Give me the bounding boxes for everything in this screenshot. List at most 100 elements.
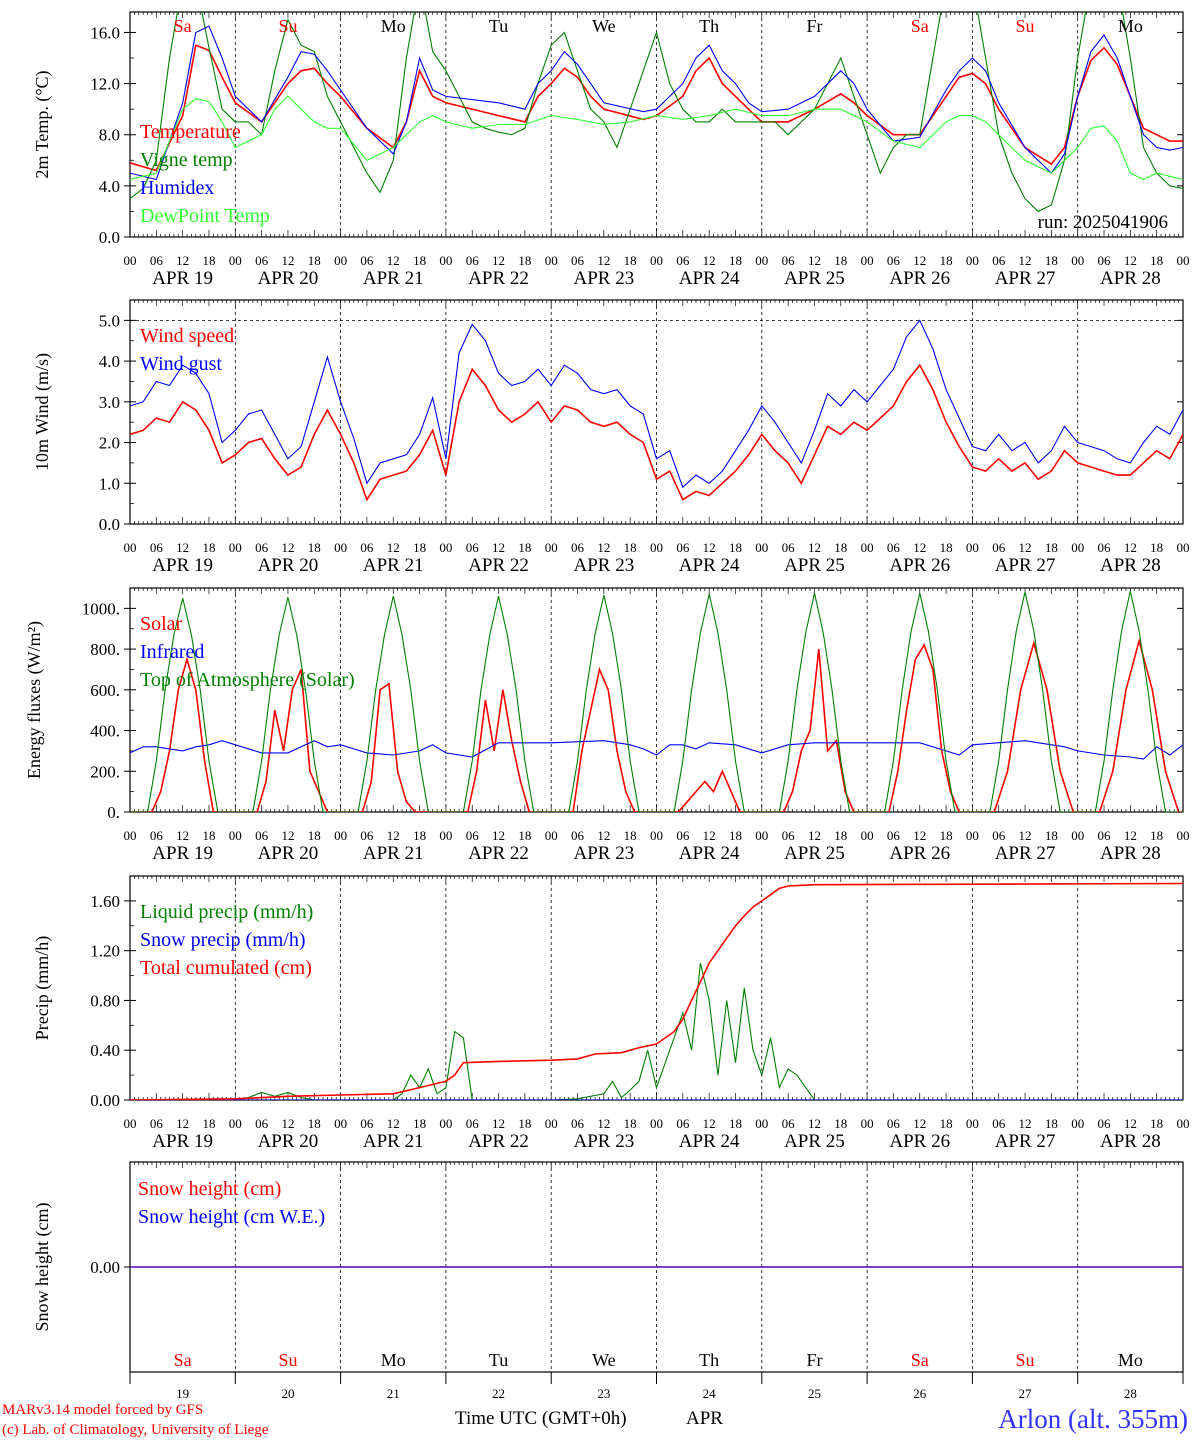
- legend-entry: Snow precip (mm/h): [140, 929, 306, 951]
- hour-tick-label: 18: [308, 253, 321, 268]
- day-label: APR 27: [995, 555, 1056, 576]
- legend-entry: Top of Atmosphere (Solar): [140, 669, 355, 691]
- weekday-label: Sa: [174, 1350, 192, 1370]
- hour-tick-label: 12: [597, 1116, 610, 1131]
- day-label: APR 28: [1100, 268, 1161, 289]
- hour-tick-label: 12: [387, 540, 400, 555]
- y-tick-label: 1000.: [82, 599, 120, 618]
- legend-entry: Liquid precip (mm/h): [140, 901, 313, 923]
- y-tick-label: 0.0: [99, 515, 120, 534]
- hour-tick-label: 18: [1045, 540, 1058, 555]
- day-label: APR 19: [152, 1131, 213, 1152]
- hour-tick-label: 06: [150, 540, 164, 555]
- series-line-dewpoint-temp: [130, 95, 1183, 181]
- y-tick-label: 1.20: [90, 942, 120, 961]
- legend-entry: Snow height (cm): [138, 1178, 281, 1200]
- day-label: APR 20: [258, 843, 319, 864]
- day-label: APR 25: [784, 1131, 845, 1152]
- y-tick-label: 0.00: [90, 1258, 120, 1277]
- weekday-label: Th: [699, 16, 719, 36]
- hour-tick-label: 18: [518, 540, 531, 555]
- series-line-temperature: [130, 44, 1183, 172]
- hour-tick-label: 06: [150, 253, 164, 268]
- day-label: APR 26: [889, 1131, 950, 1152]
- hour-tick-label: 06: [887, 540, 901, 555]
- hour-tick-label: 00: [650, 828, 663, 843]
- weekday-label: Mo: [1118, 1350, 1143, 1370]
- hour-tick-label: 18: [834, 540, 847, 555]
- credit-model: MARv3.14 model forced by GFS: [2, 1402, 203, 1418]
- y-tick-label: 12.0: [90, 75, 120, 94]
- hour-tick-label: 18: [729, 1116, 742, 1131]
- day-label: APR 22: [468, 843, 529, 864]
- hour-tick-label: 18: [413, 540, 426, 555]
- hour-tick-label: 18: [308, 1116, 321, 1131]
- hour-tick-label: 06: [255, 540, 269, 555]
- weekday-label: Su: [1016, 1350, 1035, 1370]
- hour-tick-label: 06: [887, 1116, 901, 1131]
- hour-tick-label: 12: [1124, 540, 1137, 555]
- hour-tick-label: 18: [308, 828, 321, 843]
- hour-tick-label: 00: [439, 540, 452, 555]
- day-label: APR 19: [152, 268, 213, 289]
- hour-tick-label: 12: [1124, 253, 1137, 268]
- plot-frame: [129, 299, 1184, 525]
- hour-tick-label: 18: [413, 1116, 426, 1131]
- hour-tick-label: 18: [940, 540, 953, 555]
- hour-tick-label: 12: [913, 253, 926, 268]
- hour-tick-label: 18: [940, 253, 953, 268]
- hour-tick-label: 12: [1019, 828, 1032, 843]
- hour-tick-label: 12: [597, 828, 610, 843]
- plot-frame: [129, 11, 1184, 238]
- hour-tick-label: 00: [334, 253, 347, 268]
- hour-tick-label: 12: [492, 828, 505, 843]
- day-number-label: 22: [492, 1386, 505, 1401]
- weekday-label: Tu: [489, 1350, 508, 1370]
- day-label: APR 28: [1100, 843, 1161, 864]
- hour-tick-label: 00: [334, 828, 347, 843]
- hour-tick-label: 00: [124, 540, 137, 555]
- hour-tick-label: 00: [229, 540, 242, 555]
- day-label: APR 24: [679, 268, 740, 289]
- hour-tick-label: 18: [1045, 253, 1058, 268]
- hour-tick-label: 00: [861, 1116, 874, 1131]
- series-line-solar: [130, 637, 1183, 812]
- y-tick-label: 4.0: [99, 177, 120, 196]
- hour-tick-label: 00: [966, 828, 979, 843]
- hour-tick-label: 18: [624, 253, 637, 268]
- day-number-label: 27: [1019, 1386, 1033, 1401]
- hour-tick-label: 06: [571, 828, 585, 843]
- hour-tick-label: 06: [992, 253, 1006, 268]
- day-label: APR 27: [995, 843, 1056, 864]
- weekday-label: Fr: [806, 16, 822, 36]
- series-line-infrared: [130, 740, 1183, 760]
- day-label: APR 22: [468, 1131, 529, 1152]
- hour-tick-label: 12: [281, 253, 294, 268]
- weekday-label: Su: [1016, 16, 1035, 36]
- x-axis-month: APR: [686, 1408, 723, 1429]
- hour-tick-label: 06: [571, 540, 585, 555]
- day-number-label: 20: [281, 1386, 294, 1401]
- hour-tick-label: 00: [229, 253, 242, 268]
- y-tick-label: 400.: [90, 722, 120, 741]
- hour-tick-label: 00: [755, 540, 768, 555]
- day-number-label: 25: [808, 1386, 821, 1401]
- series-line-wind-gust: [130, 319, 1183, 489]
- legend-entry: Vigne temp: [140, 149, 233, 171]
- hour-tick-label: 00: [439, 253, 452, 268]
- day-number-label: 21: [387, 1386, 400, 1401]
- hour-tick-label: 18: [518, 253, 531, 268]
- hour-tick-label: 18: [308, 540, 321, 555]
- hour-tick-label: 12: [1019, 1116, 1032, 1131]
- hour-tick-label: 06: [255, 253, 269, 268]
- day-label: APR 23: [573, 555, 634, 576]
- hour-tick-label: 12: [387, 828, 400, 843]
- day-label: APR 27: [995, 268, 1056, 289]
- hour-tick-label: 12: [1019, 253, 1032, 268]
- hour-tick-label: 18: [413, 253, 426, 268]
- hour-tick-label: 00: [755, 253, 768, 268]
- hour-tick-label: 00: [1071, 253, 1084, 268]
- hour-tick-label: 06: [466, 1116, 480, 1131]
- hour-tick-label: 18: [518, 828, 531, 843]
- y-axis-label: Precip (mm/h): [32, 936, 53, 1040]
